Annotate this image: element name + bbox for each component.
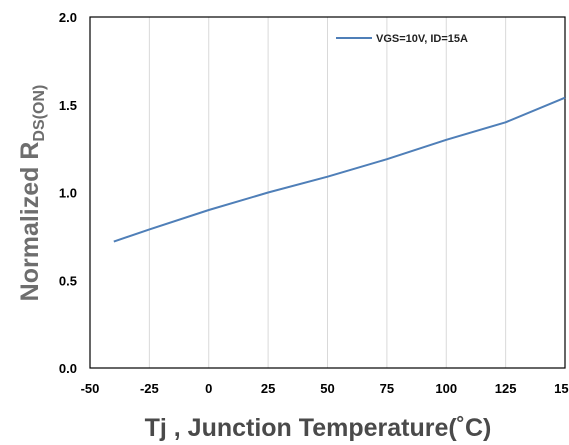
plot-area [89, 16, 566, 369]
x-tick-label: -50 [81, 381, 100, 396]
x-tick-label: 125 [495, 381, 517, 396]
y-axis-label-main: Normalized R [16, 142, 44, 302]
x-tick-label: -25 [140, 381, 159, 396]
x-axis-label: Tj , Junction Temperature(˚C) [145, 414, 492, 442]
x-tick-label: 150 [554, 381, 569, 396]
y-axis-label: Normalized RDS(ON) [16, 85, 48, 302]
y-tick-label: 0.0 [59, 361, 77, 376]
series-line [113, 96, 566, 243]
x-tick-label: 50 [320, 381, 334, 396]
grid-lines [148, 17, 507, 368]
y-axis-label-subscript: DS(ON) [31, 85, 48, 142]
legend-entry-label: VGS=10V, ID=15A [376, 33, 468, 45]
legend: VGS=10V, ID=15A [336, 33, 468, 45]
y-tick-label: 1.5 [59, 98, 77, 113]
y-tick-label: 1.0 [59, 186, 77, 201]
x-tick-label: 75 [380, 381, 394, 396]
x-tick-label: 25 [261, 381, 275, 396]
y-tick-label: 2.0 [59, 10, 77, 25]
y-tick-label: 0.5 [59, 273, 77, 288]
series-layer [113, 96, 566, 243]
x-tick-label: 100 [435, 381, 457, 396]
tick-labels: -50 -25 0 25 50 75 100 125 150 0.0 0.5 1.0 1.5 2.0 [59, 10, 569, 396]
x-tick-label: 0 [205, 381, 212, 396]
